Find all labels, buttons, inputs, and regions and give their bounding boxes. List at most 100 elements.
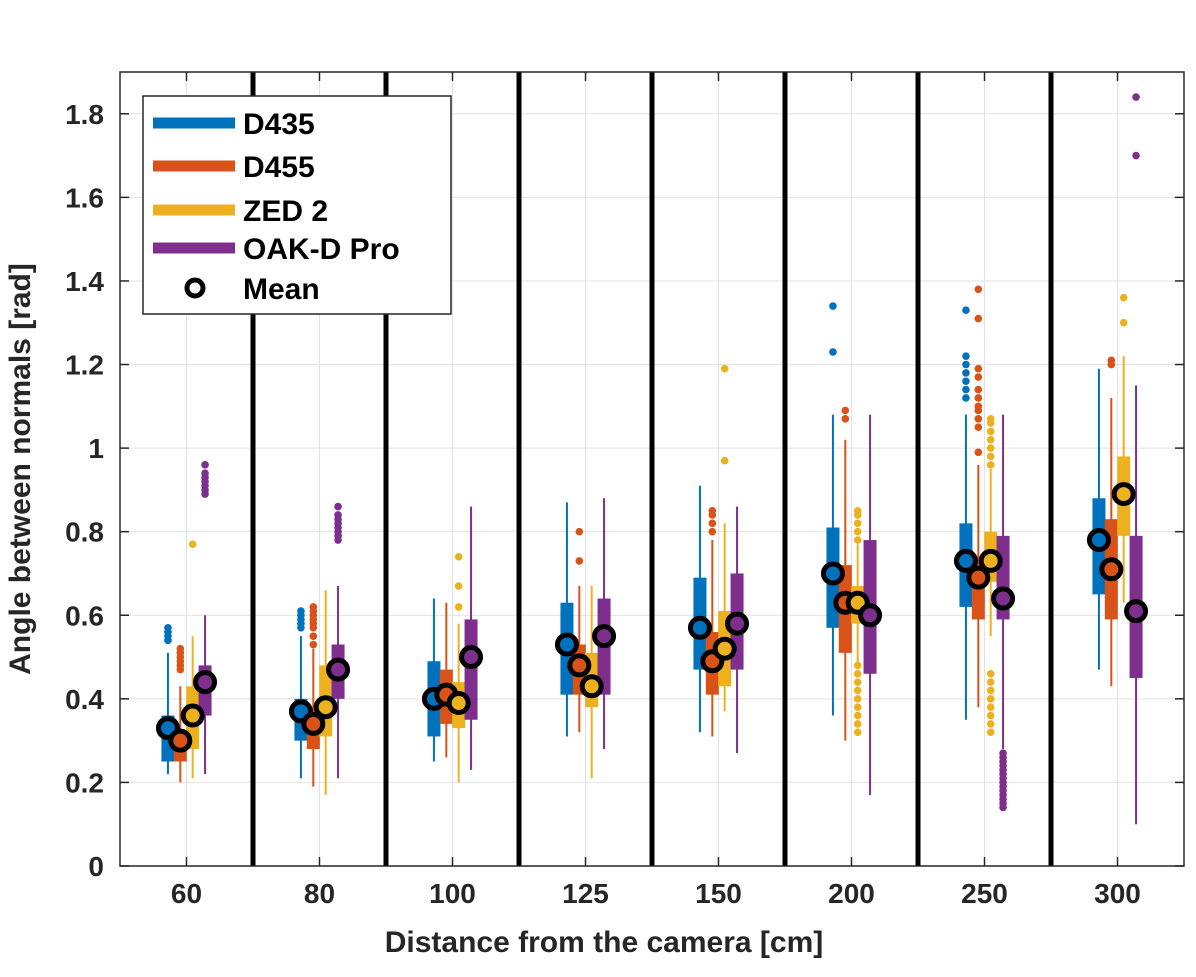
legend-label-d455: D455 <box>243 151 315 184</box>
outlier-d455-60 <box>176 644 185 653</box>
y-axis-title: Angle between normals [rad] <box>4 263 37 675</box>
group-separators <box>250 72 1054 866</box>
outlier-d455-250 <box>974 448 983 457</box>
mean-marker-zed-2-80 <box>313 695 338 720</box>
outlier-oak-d-pro-80 <box>334 502 342 511</box>
y-tick-label: 0.4 <box>65 684 104 715</box>
y-tick-label: 1.4 <box>65 266 104 297</box>
outlier-d455-125 <box>575 527 584 536</box>
mean-marker-oak-d-pro-125 <box>592 624 617 649</box>
outlier-zed-2-250 <box>986 435 995 444</box>
axis-layer: 0 0.2 0.4 0.6 0.8 1 1.2 1.4 1.6 1.8 60 80 100 125 150 2… <box>65 72 1184 909</box>
outlier-d455-200 <box>841 406 850 415</box>
outlier-zed-2-200 <box>853 527 862 536</box>
outlier-oak-d-pro-250 <box>999 749 1007 757</box>
outlier-oak-d-pro-80 <box>334 511 342 519</box>
outlier-zed-2-200 <box>853 669 862 678</box>
mean-marker-oak-d-pro-250 <box>991 586 1016 611</box>
outlier-zed-2-200 <box>853 536 862 544</box>
mean-marker-oak-d-pro-80 <box>326 657 351 682</box>
outlier-d455-150 <box>708 519 717 528</box>
x-tick-label: 300 <box>1094 878 1141 909</box>
y-tick-label: 0.8 <box>65 517 104 548</box>
outlier-d435-250 <box>962 369 970 377</box>
box-oak-d-pro-100 <box>464 619 478 720</box>
mean-marker-d435-250 <box>953 548 978 573</box>
outlier-d455-300 <box>1107 356 1116 365</box>
outlier-d435-250 <box>962 306 970 315</box>
mean-marker-zed-2-60 <box>180 703 205 728</box>
outlier-zed-2-250 <box>986 686 995 695</box>
outlier-zed-2-250 <box>986 678 995 686</box>
outlier-zed-2-100 <box>454 603 463 611</box>
outlier-zed-2-200 <box>853 678 862 686</box>
outlier-zed-2-200 <box>853 695 862 703</box>
outlier-d455-150 <box>708 506 717 515</box>
x-axis-title: Distance from the camera [cm] <box>385 926 824 959</box>
outlier-zed-2-60 <box>188 540 197 549</box>
mean-marker-oak-d-pro-150 <box>725 611 750 636</box>
outlier-zed-2-200 <box>853 686 862 695</box>
outlier-d435-250 <box>962 394 970 402</box>
legend: D435 D455 ZED 2 OAK-D Pro Mean <box>142 95 452 315</box>
legend-mean-marker <box>184 277 206 299</box>
mean-marker-d435-150 <box>687 615 712 640</box>
outlier-oak-d-pro-60 <box>201 469 209 477</box>
mean-marker-oak-d-pro-60 <box>193 670 218 695</box>
mean-marker-d455-125 <box>567 653 592 678</box>
outlier-zed-2-250 <box>986 720 995 728</box>
outlier-d455-80 <box>309 640 318 649</box>
x-tick-label: 125 <box>562 878 609 909</box>
y-tick-label: 1 <box>88 433 104 464</box>
y-tick-label: 0 <box>88 851 104 882</box>
mean-marker-d455-300 <box>1099 557 1124 582</box>
mean-marker-zed-2-300 <box>1111 482 1136 507</box>
mean-marker-d435-300 <box>1086 528 1111 553</box>
outlier-zed-2-250 <box>986 444 995 452</box>
mean-marker-zed-2-125 <box>579 674 604 699</box>
outlier-d455-250 <box>974 423 983 432</box>
outlier-d435-200 <box>829 302 837 310</box>
outlier-oak-d-pro-300 <box>1132 151 1140 160</box>
legend-label-oak-d-pro: OAK-D Pro <box>243 233 400 266</box>
outlier-zed-2-200 <box>853 661 862 670</box>
x-tick-label: 60 <box>171 878 202 909</box>
outlier-zed-2-200 <box>853 728 862 737</box>
outlier-zed-2-200 <box>853 506 862 515</box>
outlier-d455-80 <box>309 603 318 611</box>
y-tick-label: 0.2 <box>65 767 104 798</box>
outlier-zed-2-200 <box>853 703 862 711</box>
outlier-zed-2-300 <box>1119 293 1128 302</box>
outlier-zed-2-300 <box>1119 318 1128 327</box>
y-tick-label: 0.6 <box>65 600 104 631</box>
x-tick-label: 80 <box>304 878 335 909</box>
outlier-d435-60 <box>164 624 172 632</box>
x-tick-label: 200 <box>828 878 875 909</box>
mean-marker-zed-2-100 <box>446 691 471 716</box>
outlier-d455-250 <box>974 314 983 323</box>
x-tick-label: 150 <box>695 878 742 909</box>
outlier-zed-2-250 <box>986 703 995 711</box>
outlier-oak-d-pro-60 <box>201 461 209 469</box>
mean-marker-oak-d-pro-200 <box>858 603 883 628</box>
outlier-d455-125 <box>575 557 584 565</box>
outlier-zed-2-200 <box>853 711 862 720</box>
outlier-zed-2-100 <box>454 582 463 590</box>
outlier-zed-2-250 <box>986 452 995 461</box>
x-tick-label: 100 <box>429 878 476 909</box>
outlier-zed-2-150 <box>720 456 729 465</box>
mean-marker-oak-d-pro-300 <box>1124 599 1149 624</box>
outlier-d455-250 <box>974 364 983 373</box>
outlier-d455-250 <box>974 285 983 294</box>
outlier-zed-2-250 <box>986 461 995 469</box>
outlier-zed-2-250 <box>986 427 995 436</box>
mean-marker-zed-2-250 <box>978 548 1003 573</box>
outlier-zed-2-250 <box>986 669 995 678</box>
outlier-d455-150 <box>708 527 717 536</box>
outlier-d435-250 <box>962 360 970 369</box>
y-tick-label: 1.8 <box>65 99 104 130</box>
outlier-zed-2-150 <box>720 364 729 373</box>
legend-label-mean: Mean <box>243 273 320 306</box>
mean-marker-d455-80 <box>301 711 326 736</box>
